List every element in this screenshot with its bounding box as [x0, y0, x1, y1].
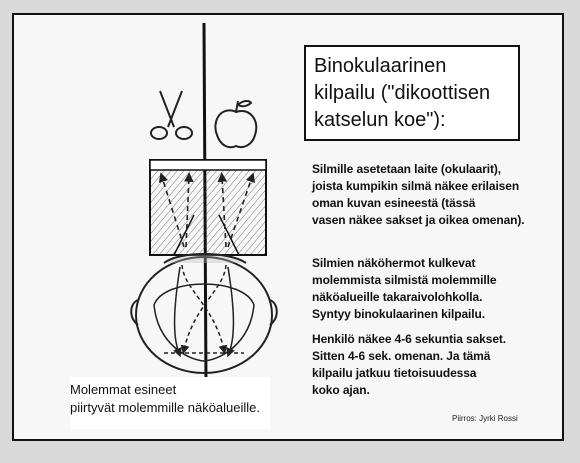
credit-text: Piirros: Jyrki Rossi [452, 414, 518, 423]
paragraph-optic-nerves: Silmien näköhermot kulkevat molemmista s… [312, 256, 497, 321]
paragraph-goggles: Silmille asetetaan laite (okulaarit), jo… [312, 162, 525, 227]
title-box: Binokulaarinen kilpailu ("dikoottisen ka… [304, 45, 520, 141]
head-sketch [130, 22, 278, 386]
drawing-caption: Molemmat esineet piirtyvät molemmille nä… [70, 377, 270, 429]
paragraph-rivalry: Henkilö näkee 4-6 sekuntia sakset. Sitte… [312, 332, 507, 397]
illustration-frame: Binokulaarinen kilpailu ("dikoottisen ka… [12, 13, 564, 441]
view-arrows [158, 172, 255, 248]
page-title: Binokulaarinen kilpailu ("dikoottisen ka… [314, 55, 491, 131]
optic-nerves [164, 264, 244, 358]
scissors-icon [150, 90, 193, 140]
apple-icon [214, 100, 258, 149]
goggle-box [149, 159, 267, 256]
